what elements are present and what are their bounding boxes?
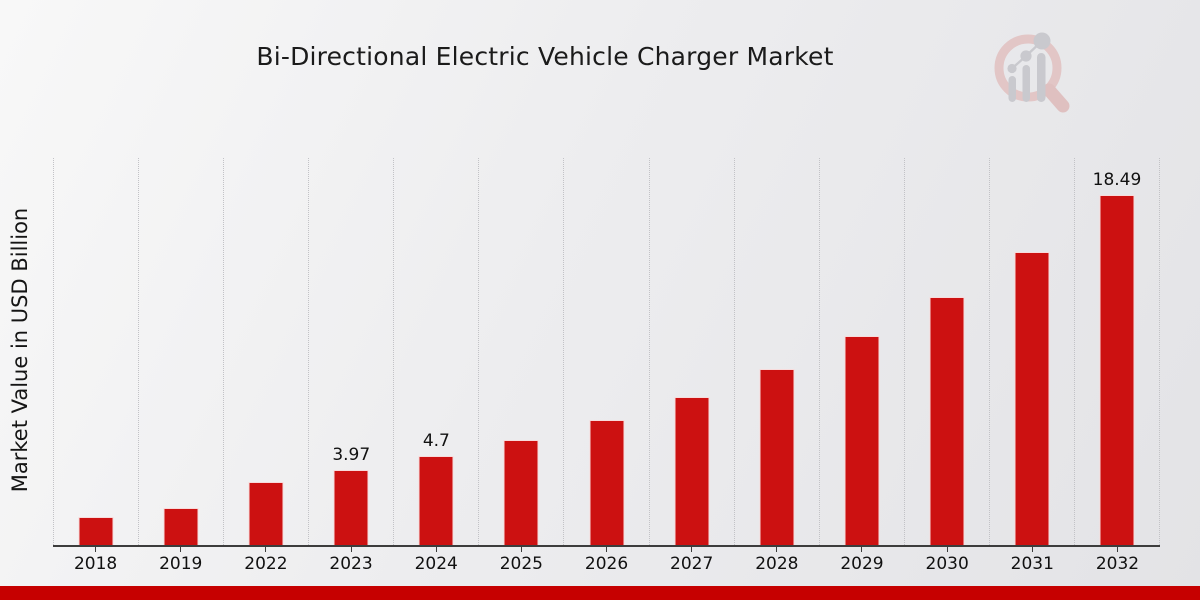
bar-value-label-2023: 3.97 bbox=[332, 444, 371, 465]
tick-mark bbox=[350, 547, 352, 552]
x-tick-2019: 2019 bbox=[138, 547, 223, 574]
x-tick-2022: 2022 bbox=[223, 547, 308, 574]
bar-2022 bbox=[248, 481, 284, 545]
bar-2029 bbox=[844, 336, 880, 545]
bar-2032 bbox=[1099, 195, 1135, 545]
plot-column-2025 bbox=[478, 158, 563, 545]
bar-2024 bbox=[418, 456, 454, 545]
tick-mark bbox=[180, 547, 182, 552]
y-axis-label: Market Value in USD Billion bbox=[8, 207, 32, 493]
x-tick-label: 2023 bbox=[329, 554, 373, 574]
chart-title: Bi-Directional Electric Vehicle Charger … bbox=[256, 42, 834, 71]
tick-mark bbox=[435, 547, 437, 552]
tick-mark bbox=[1116, 547, 1118, 552]
x-tick-label: 2031 bbox=[1010, 554, 1054, 574]
logo-bar-tall bbox=[1037, 53, 1046, 102]
tick-mark bbox=[946, 547, 948, 552]
tick-mark bbox=[1031, 547, 1033, 552]
bar-value-label-2024: 4.7 bbox=[422, 431, 450, 452]
bar-2027 bbox=[674, 396, 710, 545]
logo-dot-large bbox=[1033, 32, 1051, 50]
x-tick-2030: 2030 bbox=[905, 547, 990, 574]
plot-column-2026 bbox=[563, 158, 648, 545]
bar-2030 bbox=[929, 297, 965, 545]
logo-dot-medium bbox=[1020, 50, 1032, 62]
plot-column-2024: 4.7 bbox=[393, 158, 478, 545]
x-tick-2023: 2023 bbox=[308, 547, 393, 574]
plot-column-2019 bbox=[138, 158, 223, 545]
tick-mark bbox=[265, 547, 267, 552]
x-tick-2025: 2025 bbox=[479, 547, 564, 574]
logo-bar-small bbox=[1008, 76, 1016, 102]
bar-2026 bbox=[589, 419, 624, 545]
plot-column-2031 bbox=[988, 158, 1074, 545]
tick-mark bbox=[95, 547, 97, 552]
x-tick-label: 2027 bbox=[670, 554, 714, 574]
bar-2018 bbox=[78, 517, 114, 545]
bar-2025 bbox=[503, 439, 539, 545]
tick-mark bbox=[520, 547, 522, 552]
tick-mark bbox=[691, 547, 693, 552]
x-tick-2027: 2027 bbox=[649, 547, 734, 574]
x-tick-label: 2024 bbox=[414, 554, 458, 574]
tick-mark bbox=[861, 547, 863, 552]
bar-2023 bbox=[333, 469, 369, 545]
brand-accent-band bbox=[0, 586, 1200, 600]
x-tick-label: 2025 bbox=[499, 554, 543, 574]
tick-mark bbox=[606, 547, 608, 552]
logo-magnifier-handle bbox=[1042, 83, 1070, 113]
x-tick-2031: 2031 bbox=[990, 547, 1075, 574]
x-tick-label: 2028 bbox=[755, 554, 799, 574]
logo-bar-medium bbox=[1022, 65, 1030, 102]
x-tick-label: 2026 bbox=[584, 554, 629, 574]
plot-column-2022 bbox=[223, 158, 308, 545]
x-tick-label: 2032 bbox=[1095, 554, 1140, 574]
x-tick-label: 2018 bbox=[73, 554, 118, 574]
magnifier-bar-chart-logo-icon bbox=[994, 32, 1070, 113]
plot-column-2029 bbox=[818, 158, 904, 545]
x-axis: 2018 2019 2022 2023 2024 2025 2026 2027 2028 2029… bbox=[53, 547, 1160, 574]
plot-column-2032: 18.49 bbox=[1073, 158, 1161, 545]
x-tick-2028: 2028 bbox=[734, 547, 819, 574]
bar-2028 bbox=[759, 369, 795, 545]
x-tick-2018: 2018 bbox=[53, 547, 138, 574]
bar-value-label-2032: 18.49 bbox=[1092, 170, 1142, 191]
x-tick-2024: 2024 bbox=[394, 547, 479, 574]
plot-column-2018 bbox=[53, 158, 138, 545]
bar-2019 bbox=[163, 507, 199, 545]
x-tick-label: 2029 bbox=[840, 554, 884, 574]
plot-column-2027 bbox=[648, 158, 734, 545]
x-tick-label: 2022 bbox=[244, 554, 288, 574]
x-tick-label: 2019 bbox=[159, 554, 203, 574]
plot-column-2028 bbox=[733, 158, 819, 545]
plot-column-2030 bbox=[903, 158, 989, 545]
bar-2031 bbox=[1014, 251, 1050, 545]
logo-dot-small bbox=[1007, 63, 1017, 74]
tick-mark bbox=[776, 547, 778, 552]
x-tick-2029: 2029 bbox=[819, 547, 904, 574]
plot-area: 3.97 4.7 18.49 bbox=[53, 158, 1161, 547]
x-tick-2026: 2026 bbox=[564, 547, 649, 574]
x-tick-2032: 2032 bbox=[1075, 547, 1160, 574]
plot-column-2023: 3.97 bbox=[308, 158, 393, 545]
x-tick-label: 2030 bbox=[925, 554, 969, 574]
